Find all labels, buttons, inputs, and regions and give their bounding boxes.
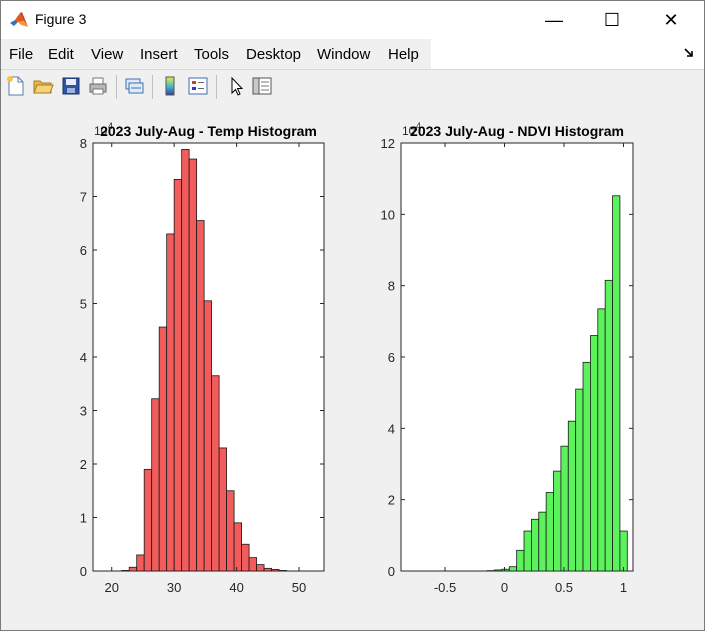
temp-histogram-bar	[167, 234, 174, 571]
ndvi-histogram-bar	[568, 421, 575, 571]
chart-title: 2023 July-Aug - Temp Histogram	[100, 123, 317, 139]
toolbar-separator	[152, 75, 153, 99]
ndvi-histogram-bar	[495, 570, 502, 571]
chart-title: 2023 July-Aug - NDVI Histogram	[410, 123, 624, 139]
insert-colorbar-icon[interactable]	[159, 75, 181, 97]
temp-histogram-bar	[159, 327, 166, 571]
ndvi-histogram-bar	[531, 519, 538, 571]
maximize-button[interactable]: ☐	[589, 1, 635, 39]
temp-histogram-bar	[279, 570, 286, 571]
y-tick-label: 2	[388, 493, 395, 508]
temp-histogram-bar	[137, 555, 144, 571]
dock-arrow-icon[interactable]	[684, 47, 694, 61]
ndvi-histogram-bar	[598, 309, 605, 571]
menu-edit[interactable]: Edit	[48, 46, 74, 63]
menu-bar: File Edit View Insert Tools Desktop Wind…	[1, 39, 704, 69]
y-tick-label: 3	[80, 404, 87, 419]
open-file-icon[interactable]	[32, 75, 54, 97]
x-tick-label: 0	[501, 580, 508, 595]
property-inspector-icon[interactable]	[251, 75, 273, 97]
ndvi-histogram-bar	[539, 512, 546, 571]
ndvi-histogram-bar	[590, 336, 597, 571]
temp-histogram-bar	[197, 221, 204, 571]
menu-view[interactable]: View	[91, 46, 123, 63]
menu-insert[interactable]: Insert	[140, 46, 178, 63]
y-tick-label: 4	[80, 350, 87, 365]
edit-plot-icon[interactable]	[225, 75, 247, 97]
temp-histogram-bar	[204, 301, 211, 571]
new-figure-icon[interactable]	[5, 75, 27, 97]
y-tick-label: 0	[80, 564, 87, 579]
toolbar-separator	[116, 75, 117, 99]
temp-histogram-bar	[227, 491, 234, 571]
x-tick-label: 50	[292, 580, 306, 595]
window-title: Figure 3	[35, 11, 86, 27]
y-tick-label: 12	[381, 136, 395, 151]
ndvi-histogram-bar	[613, 196, 620, 571]
x-tick-label: -0.5	[434, 580, 456, 595]
y-tick-label: 6	[80, 243, 87, 258]
temp-histogram-bar	[219, 448, 226, 571]
ndvi-histogram-bar	[554, 471, 561, 571]
link-plot-icon[interactable]	[123, 75, 145, 97]
save-icon[interactable]	[60, 75, 82, 97]
y-tick-label: 10	[381, 207, 395, 222]
insert-legend-icon[interactable]	[187, 75, 209, 97]
temp-histogram-bar	[242, 544, 249, 571]
y-tick-label: 1	[80, 511, 87, 526]
temp-histogram-bar	[249, 558, 256, 571]
x-tick-label: 1	[620, 580, 627, 595]
temp-histogram-bar	[189, 159, 196, 571]
menu-file[interactable]: File	[9, 46, 33, 63]
temp-histogram-bar	[234, 523, 241, 571]
temp-histogram-bar	[182, 149, 189, 571]
temp-histogram-bar	[257, 565, 264, 571]
temp-histogram-bar	[152, 399, 159, 571]
ndvi-histogram-bar	[620, 531, 627, 571]
temp-histogram-bar	[174, 179, 181, 571]
ndvi-histogram-bar	[509, 567, 516, 571]
ndvi-histogram-bar	[605, 280, 612, 571]
ndvi-histogram-bar	[517, 550, 524, 571]
y-tick-label: 4	[388, 421, 395, 436]
y-tick-label: 8	[80, 136, 87, 151]
temp-histogram-bar	[129, 567, 136, 571]
close-button[interactable]: ✕	[648, 1, 694, 39]
ndvi-histogram-bar	[583, 362, 590, 571]
temp-histogram-bar	[272, 569, 279, 571]
ndvi-histogram-bar	[502, 569, 509, 571]
ndvi-histogram-bar	[561, 446, 568, 571]
x-tick-label: 30	[167, 580, 181, 595]
y-tick-label: 2	[80, 457, 87, 472]
menu-window[interactable]: Window	[317, 46, 370, 63]
y-tick-label: 0	[388, 564, 395, 579]
y-tick-label: 8	[388, 279, 395, 294]
x-tick-label: 40	[229, 580, 243, 595]
menu-desktop[interactable]: Desktop	[246, 46, 301, 63]
menu-help[interactable]: Help	[388, 46, 419, 63]
y-tick-label: 5	[80, 297, 87, 312]
temp-histogram-bar	[122, 570, 129, 571]
ndvi-histogram-bar	[576, 389, 583, 571]
print-icon[interactable]	[87, 75, 109, 97]
temp-histogram-bar	[144, 469, 151, 571]
y-tick-label: 6	[388, 350, 395, 365]
toolbar-separator	[216, 75, 217, 99]
title-bar: Figure 3 — ☐ ✕	[1, 1, 704, 39]
ndvi-histogram-bar	[524, 531, 531, 571]
temp-histogram-bar	[264, 568, 271, 571]
toolbar	[1, 69, 704, 105]
y-tick-label: 7	[80, 190, 87, 205]
x-tick-label: 0.5	[555, 580, 573, 595]
ndvi-histogram-bar	[546, 493, 553, 571]
minimize-button[interactable]: —	[531, 1, 577, 39]
matlab-logo-icon	[9, 10, 29, 30]
menu-tools[interactable]: Tools	[194, 46, 229, 63]
temp-histogram-bar	[212, 376, 219, 571]
x-tick-label: 20	[104, 580, 118, 595]
